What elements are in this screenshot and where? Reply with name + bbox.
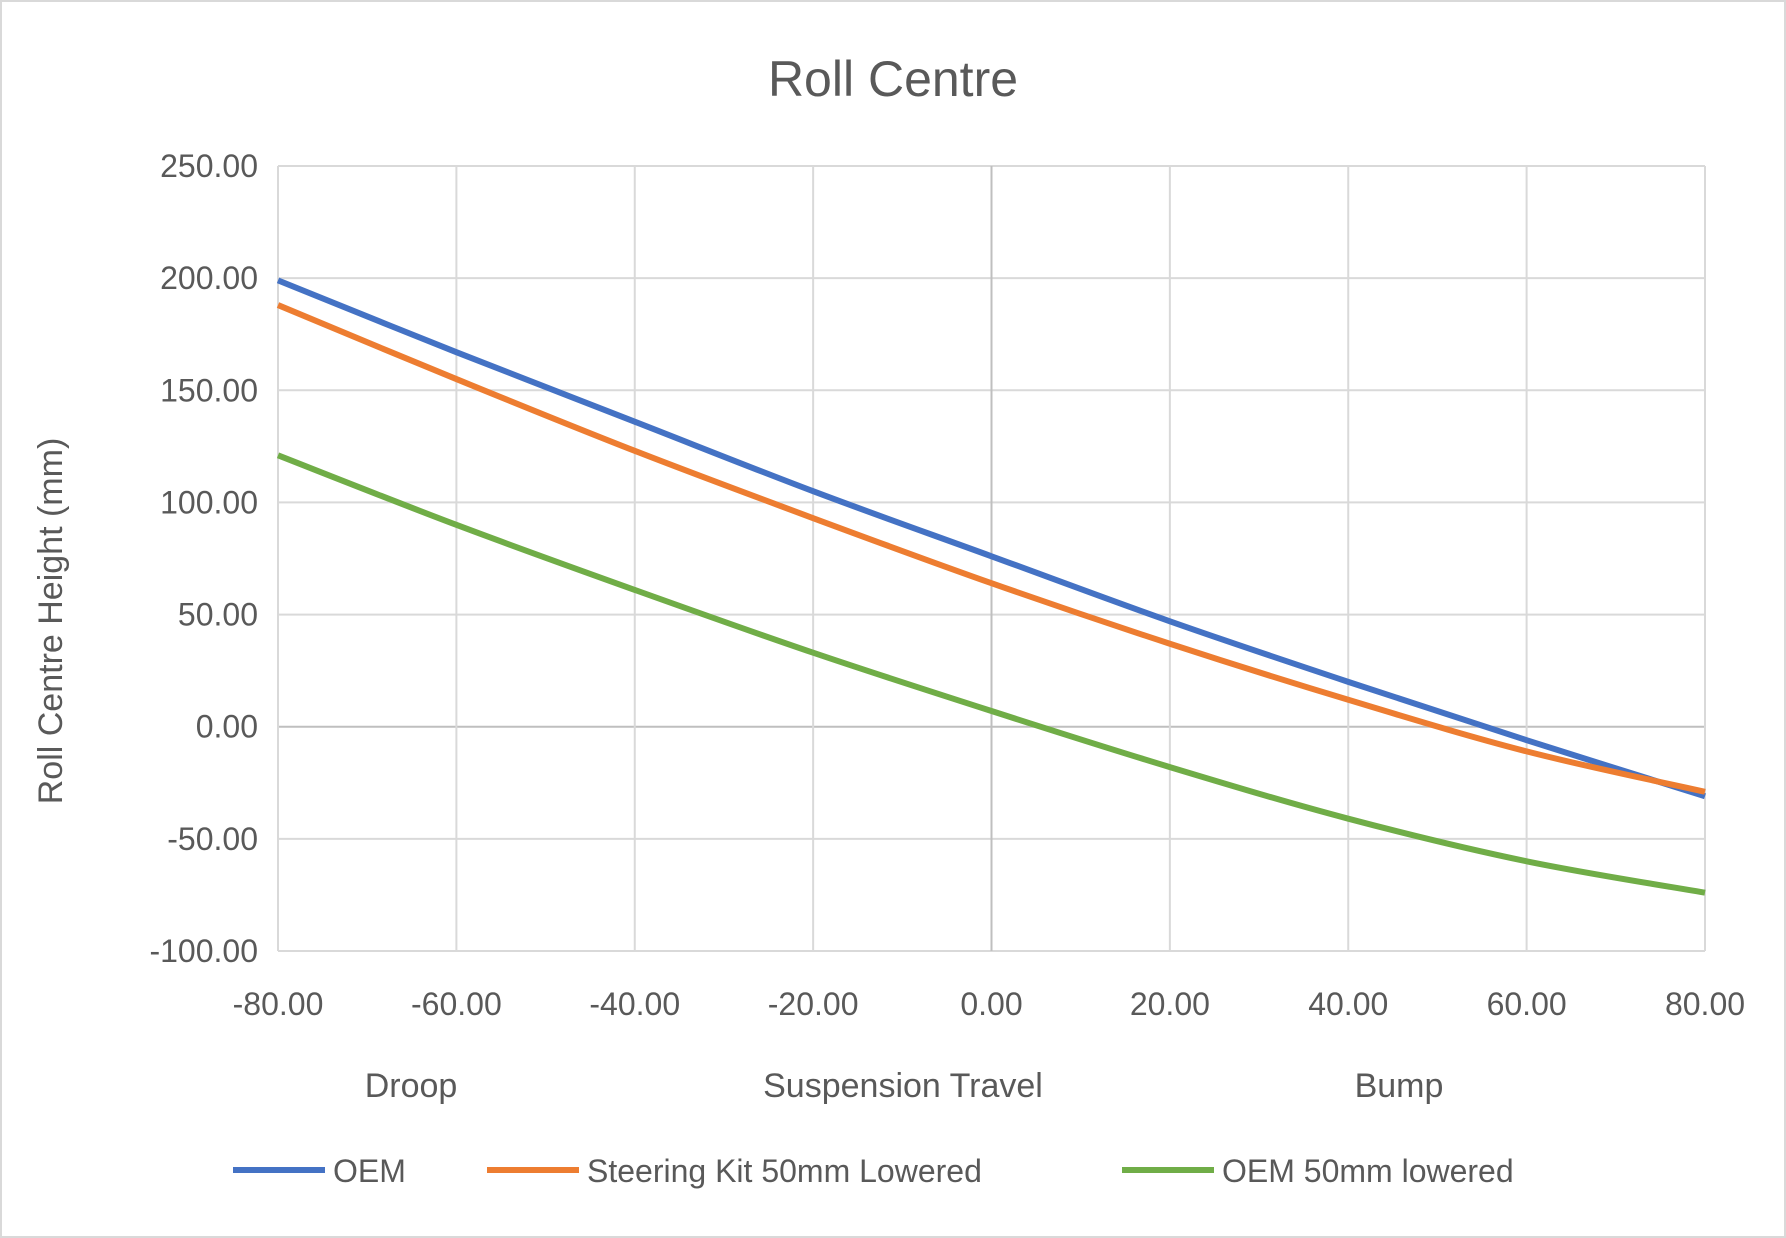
x-tick-label: 20.00 bbox=[1130, 986, 1210, 1022]
y-tick-label: 200.00 bbox=[160, 260, 258, 296]
legend-label: Steering Kit 50mm Lowered bbox=[587, 1153, 982, 1189]
y-tick-label: -50.00 bbox=[167, 821, 258, 857]
y-tick-label: 150.00 bbox=[160, 372, 258, 408]
legend-label: OEM bbox=[333, 1153, 406, 1189]
series-lines bbox=[276, 277, 1706, 896]
y-tick-label: 100.00 bbox=[160, 484, 258, 520]
series-line-oem bbox=[276, 277, 1706, 800]
x-axis-ticks: -80.00 -60.00 -40.00 -20.00 0.00 20.00 40.00 60… bbox=[233, 986, 1745, 1022]
x-tick-label: 80.00 bbox=[1665, 986, 1745, 1022]
x-tick-label: 40.00 bbox=[1308, 986, 1388, 1022]
chart-title: Roll Centre bbox=[768, 51, 1018, 107]
y-tick-label: 250.00 bbox=[160, 148, 258, 184]
series-line-oem-50mm-lowered bbox=[276, 452, 1706, 896]
y-tick-label: 0.00 bbox=[196, 709, 258, 745]
y-axis-ticks: -100.00 -50.00 0.00 50.00 100.00 150.00 200.00… bbox=[149, 148, 258, 969]
x-tick-label: 0.00 bbox=[960, 986, 1022, 1022]
y-tick-label: 50.00 bbox=[178, 597, 258, 633]
x-tick-label: -40.00 bbox=[589, 986, 680, 1022]
series-line-steering-kit-50mm-lowered bbox=[276, 302, 1706, 795]
x-axis-label-droop: Droop bbox=[365, 1067, 458, 1105]
x-axis-label: Suspension Travel bbox=[763, 1067, 1043, 1105]
legend-label: OEM 50mm lowered bbox=[1222, 1153, 1514, 1189]
x-tick-label: 60.00 bbox=[1487, 986, 1567, 1022]
y-tick-label: -100.00 bbox=[149, 933, 258, 969]
x-axis-label-bump: Bump bbox=[1355, 1067, 1444, 1105]
x-tick-label: -20.00 bbox=[768, 986, 859, 1022]
legend: OEM Steering Kit 50mm Lowered OEM 50mm low… bbox=[233, 1153, 1514, 1189]
x-tick-label: -60.00 bbox=[411, 986, 502, 1022]
y-axis-label: Roll Centre Height (mm) bbox=[32, 438, 70, 805]
x-tick-label: -80.00 bbox=[233, 986, 324, 1022]
